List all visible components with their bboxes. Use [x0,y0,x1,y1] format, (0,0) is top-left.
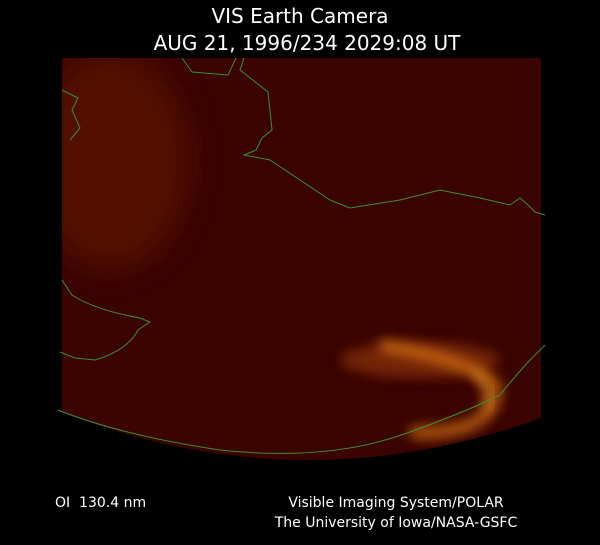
coastlines [57,57,546,454]
aurora-bright [472,369,492,412]
institution-label: The University of Iowa/NASA-GSFC [274,515,518,531]
dayside-glow [62,58,190,270]
earth-image [62,58,541,461]
filter-label: OI 130.4 nm [55,495,146,511]
timestamp: AUG 21, 1996/234 2029:08 UT [154,31,462,55]
title: VIS Earth Camera [211,4,388,28]
instrument-label: Visible Imaging System/POLAR [288,495,504,511]
